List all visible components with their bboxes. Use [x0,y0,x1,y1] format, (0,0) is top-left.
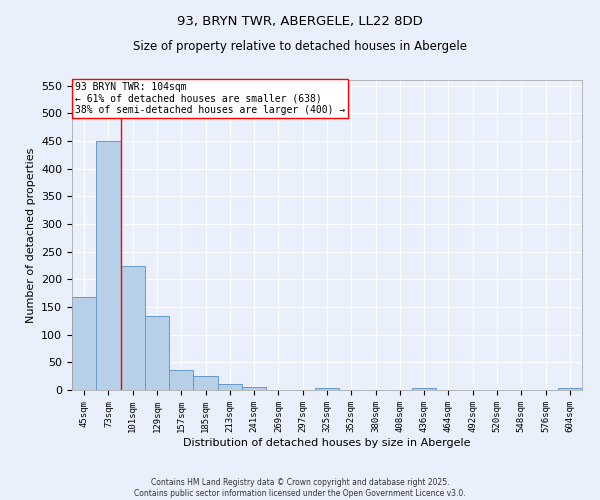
Bar [169,370,193,390]
Bar [242,387,266,390]
Bar [96,142,121,390]
Bar [412,388,436,390]
Text: 93, BRYN TWR, ABERGELE, LL22 8DD: 93, BRYN TWR, ABERGELE, LL22 8DD [177,15,423,28]
Text: 93 BRYN TWR: 104sqm
← 61% of detached houses are smaller (638)
38% of semi-detac: 93 BRYN TWR: 104sqm ← 61% of detached ho… [74,82,345,115]
Bar [145,316,169,390]
Text: Contains HM Land Registry data © Crown copyright and database right 2025.
Contai: Contains HM Land Registry data © Crown c… [134,478,466,498]
Text: Size of property relative to detached houses in Abergele: Size of property relative to detached ho… [133,40,467,53]
Bar [315,388,339,390]
Bar [121,266,145,390]
Bar [72,297,96,390]
X-axis label: Distribution of detached houses by size in Abergele: Distribution of detached houses by size … [183,438,471,448]
Bar [558,388,582,390]
Bar [218,384,242,390]
Y-axis label: Number of detached properties: Number of detached properties [26,148,35,322]
Bar [193,376,218,390]
